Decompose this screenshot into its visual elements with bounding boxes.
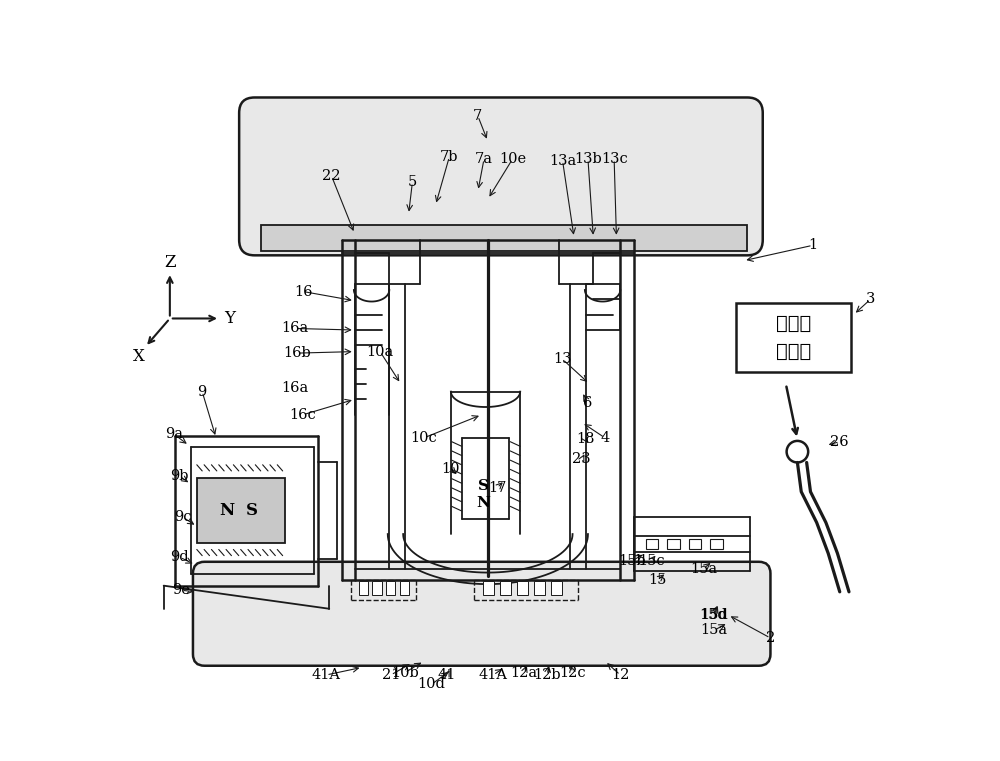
Text: 5: 5	[408, 175, 417, 189]
Text: 26: 26	[830, 435, 849, 449]
Bar	[736, 303, 851, 372]
Text: 15a: 15a	[701, 623, 728, 637]
Bar	[358, 581, 368, 595]
Text: 9c: 9c	[174, 510, 192, 524]
Text: 12a: 12a	[510, 666, 538, 680]
Text: 9a: 9a	[165, 427, 183, 441]
Bar	[400, 581, 409, 595]
Bar	[689, 539, 701, 549]
Bar	[386, 581, 395, 595]
Text: 13: 13	[553, 352, 572, 366]
Text: 7b: 7b	[440, 150, 459, 164]
Text: 缩气源: 缩气源	[776, 342, 811, 361]
Text: 23: 23	[572, 452, 591, 466]
Text: 16: 16	[294, 285, 312, 298]
Text: 12: 12	[611, 668, 629, 682]
Text: Z: Z	[164, 253, 176, 271]
Bar	[534, 581, 545, 595]
Text: 2: 2	[766, 631, 775, 645]
Text: 7a: 7a	[475, 152, 493, 166]
FancyBboxPatch shape	[261, 224, 747, 251]
Bar	[517, 581, 528, 595]
Text: N: N	[476, 496, 490, 511]
Bar	[500, 581, 511, 595]
Text: X: X	[133, 349, 145, 365]
Text: 41A: 41A	[312, 668, 341, 682]
Text: 22: 22	[322, 169, 341, 183]
Text: 15c: 15c	[638, 554, 664, 568]
Text: 16a: 16a	[282, 321, 309, 336]
Text: 13b: 13b	[574, 152, 602, 166]
Text: Y: Y	[224, 310, 235, 327]
Text: 41: 41	[438, 668, 456, 682]
Text: 21: 21	[382, 668, 400, 682]
Text: 12b: 12b	[533, 668, 561, 682]
Text: 41A: 41A	[479, 668, 508, 682]
Text: 10c: 10c	[411, 431, 437, 445]
Bar	[483, 581, 494, 595]
Text: 3: 3	[866, 292, 875, 306]
FancyBboxPatch shape	[239, 97, 763, 256]
Bar	[646, 539, 658, 549]
Text: 1: 1	[808, 238, 817, 253]
Text: S: S	[246, 501, 258, 519]
Text: 10a: 10a	[366, 345, 394, 358]
Text: 9: 9	[198, 384, 207, 399]
Text: 9e: 9e	[172, 583, 190, 597]
Text: 10: 10	[442, 462, 460, 476]
Bar	[372, 581, 382, 595]
Text: 15d: 15d	[700, 608, 728, 622]
Text: S: S	[478, 479, 489, 492]
Text: 10b: 10b	[391, 666, 419, 680]
Text: N: N	[219, 501, 234, 519]
Text: 15a: 15a	[690, 562, 717, 576]
Text: 16c: 16c	[290, 408, 316, 422]
Bar	[667, 539, 680, 549]
Text: 15: 15	[648, 573, 666, 587]
Text: 15b: 15b	[618, 554, 646, 568]
Bar	[551, 581, 562, 595]
Text: 12c: 12c	[559, 666, 586, 680]
Text: 18: 18	[576, 432, 595, 447]
Text: 16a: 16a	[282, 380, 309, 395]
Text: 13c: 13c	[601, 152, 628, 166]
Text: 10e: 10e	[499, 152, 526, 166]
Text: 6: 6	[583, 396, 593, 410]
Text: 洁净压: 洁净压	[776, 314, 811, 333]
Text: 15d: 15d	[699, 608, 727, 622]
Text: 4: 4	[600, 431, 610, 445]
Text: 17: 17	[488, 481, 506, 495]
Text: 7: 7	[473, 109, 482, 123]
Text: 10d: 10d	[418, 677, 446, 691]
Text: 16b: 16b	[283, 346, 311, 360]
Text: 9b: 9b	[171, 470, 189, 483]
Text: 13a: 13a	[549, 154, 576, 167]
FancyBboxPatch shape	[193, 562, 770, 666]
Bar	[197, 478, 285, 543]
Bar	[710, 539, 723, 549]
Text: 9d: 9d	[171, 550, 189, 564]
